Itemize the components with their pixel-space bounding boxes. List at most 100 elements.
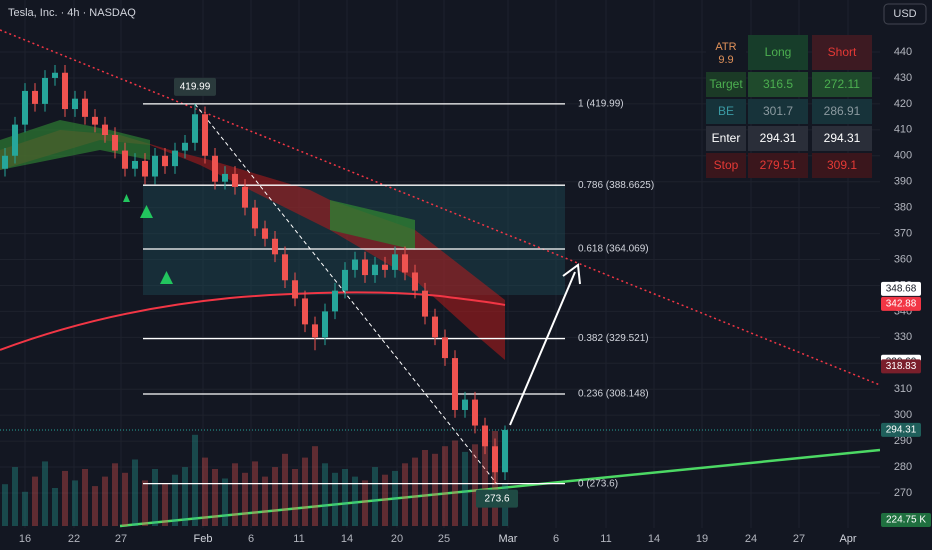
candle-body bbox=[282, 254, 288, 281]
candle-body bbox=[12, 124, 18, 156]
volume-bar bbox=[412, 457, 418, 526]
row-label: Enter bbox=[712, 131, 741, 145]
candle-body bbox=[342, 269, 348, 291]
y-tick-label: 310 bbox=[894, 383, 912, 395]
table-cell bbox=[748, 126, 808, 151]
volume-bar bbox=[172, 474, 178, 526]
cell-value: 301.7 bbox=[763, 104, 793, 118]
volume-bar bbox=[122, 472, 128, 526]
volume-bar bbox=[142, 480, 148, 526]
volume-bar bbox=[52, 488, 58, 526]
candle-body bbox=[82, 98, 88, 117]
y-tick-label: 380 bbox=[894, 202, 912, 214]
price-tag-label: 342.88 bbox=[886, 299, 917, 310]
table-header bbox=[812, 35, 872, 70]
volume-bar bbox=[342, 469, 348, 526]
signal-up bbox=[123, 194, 130, 202]
candle-body bbox=[112, 135, 118, 151]
candle-body bbox=[232, 173, 238, 187]
candle-body bbox=[422, 290, 428, 317]
y-tick-label: 330 bbox=[894, 331, 912, 343]
price-tag-label: 318.83 bbox=[886, 361, 917, 372]
volume-bar bbox=[292, 469, 298, 526]
annotation-label: 273.6 bbox=[484, 493, 509, 504]
candle-body bbox=[322, 311, 328, 338]
volume-bar bbox=[132, 459, 138, 526]
time-axis bbox=[0, 528, 880, 550]
candle-body bbox=[462, 399, 468, 410]
volume-bar bbox=[392, 470, 398, 526]
volume-bar bbox=[212, 469, 218, 526]
cloud-green bbox=[330, 200, 415, 250]
candle-body bbox=[252, 207, 258, 229]
chart-title: Tesla, Inc. · 4h · NASDAQ bbox=[8, 7, 136, 19]
candle-body bbox=[102, 124, 108, 136]
candle-body bbox=[122, 150, 128, 169]
candle-body bbox=[332, 290, 338, 312]
price-tag bbox=[881, 281, 921, 296]
cell-value: 316.5 bbox=[763, 77, 793, 91]
cell-value: 286.91 bbox=[824, 104, 861, 118]
table-cell bbox=[706, 99, 746, 124]
arrow bbox=[509, 271, 576, 426]
volume-bar bbox=[252, 461, 258, 526]
x-tick-label: 16 bbox=[19, 533, 31, 545]
fib-label: 0.618 (364.069) bbox=[578, 244, 649, 255]
table-cell bbox=[748, 153, 808, 178]
volume-bar bbox=[362, 480, 368, 526]
x-tick-label: Apr bbox=[839, 533, 856, 545]
candle-body bbox=[352, 259, 358, 270]
volume-bar bbox=[152, 469, 158, 526]
volume-bar bbox=[332, 472, 338, 526]
x-tick-label: 6 bbox=[248, 533, 254, 545]
currency[interactable]: USD bbox=[893, 8, 916, 20]
annotation-box bbox=[476, 489, 518, 508]
price-tag-label: 348.68 bbox=[886, 284, 917, 295]
atr-value: 9.9 bbox=[718, 54, 733, 66]
table-header bbox=[748, 35, 808, 70]
candle-body bbox=[222, 173, 228, 182]
candle-body bbox=[212, 155, 218, 182]
volume-bar bbox=[92, 486, 98, 526]
volume-bar bbox=[182, 467, 188, 526]
signal-up bbox=[140, 205, 153, 218]
table-cell bbox=[812, 126, 872, 151]
candle-body bbox=[2, 155, 8, 169]
volume-bar bbox=[322, 463, 328, 526]
volume-bar bbox=[312, 446, 318, 526]
y-tick-label: 420 bbox=[894, 98, 912, 110]
x-tick-label: 27 bbox=[115, 533, 127, 545]
volume-bar bbox=[382, 474, 388, 526]
x-tick-label: Feb bbox=[194, 533, 213, 545]
cell-value: 294.31 bbox=[824, 131, 861, 145]
volume-bar bbox=[272, 467, 278, 526]
candle-body bbox=[92, 116, 98, 125]
x-tick-label: Mar bbox=[499, 533, 518, 545]
volume-bar bbox=[462, 451, 468, 526]
trendline-support bbox=[119, 448, 881, 528]
candle-body bbox=[202, 114, 208, 156]
x-tick-label: 11 bbox=[600, 533, 611, 545]
fib-diagonal bbox=[194, 103, 498, 485]
volume-bar bbox=[222, 478, 228, 526]
volume-bar bbox=[432, 453, 438, 526]
y-tick-label: 300 bbox=[894, 409, 912, 421]
fib-label: 0 (273.6) bbox=[578, 478, 618, 489]
volume-bar bbox=[22, 491, 28, 526]
currency-button[interactable] bbox=[883, 3, 927, 25]
annotation-label: 419.99 bbox=[180, 82, 211, 93]
volume-bar bbox=[162, 484, 168, 526]
volume-bar bbox=[2, 484, 8, 526]
candle-body bbox=[152, 155, 158, 177]
cloud-green bbox=[0, 120, 150, 170]
candle-body bbox=[42, 77, 48, 104]
table-header-label: Long bbox=[765, 45, 792, 59]
volume-bar bbox=[302, 457, 308, 526]
y-tick-label: 280 bbox=[894, 461, 912, 473]
volume-bar bbox=[112, 463, 118, 526]
candle-body bbox=[482, 425, 488, 447]
x-tick-label: 24 bbox=[745, 533, 757, 545]
volume-bar bbox=[62, 470, 68, 526]
table-cell bbox=[748, 99, 808, 124]
